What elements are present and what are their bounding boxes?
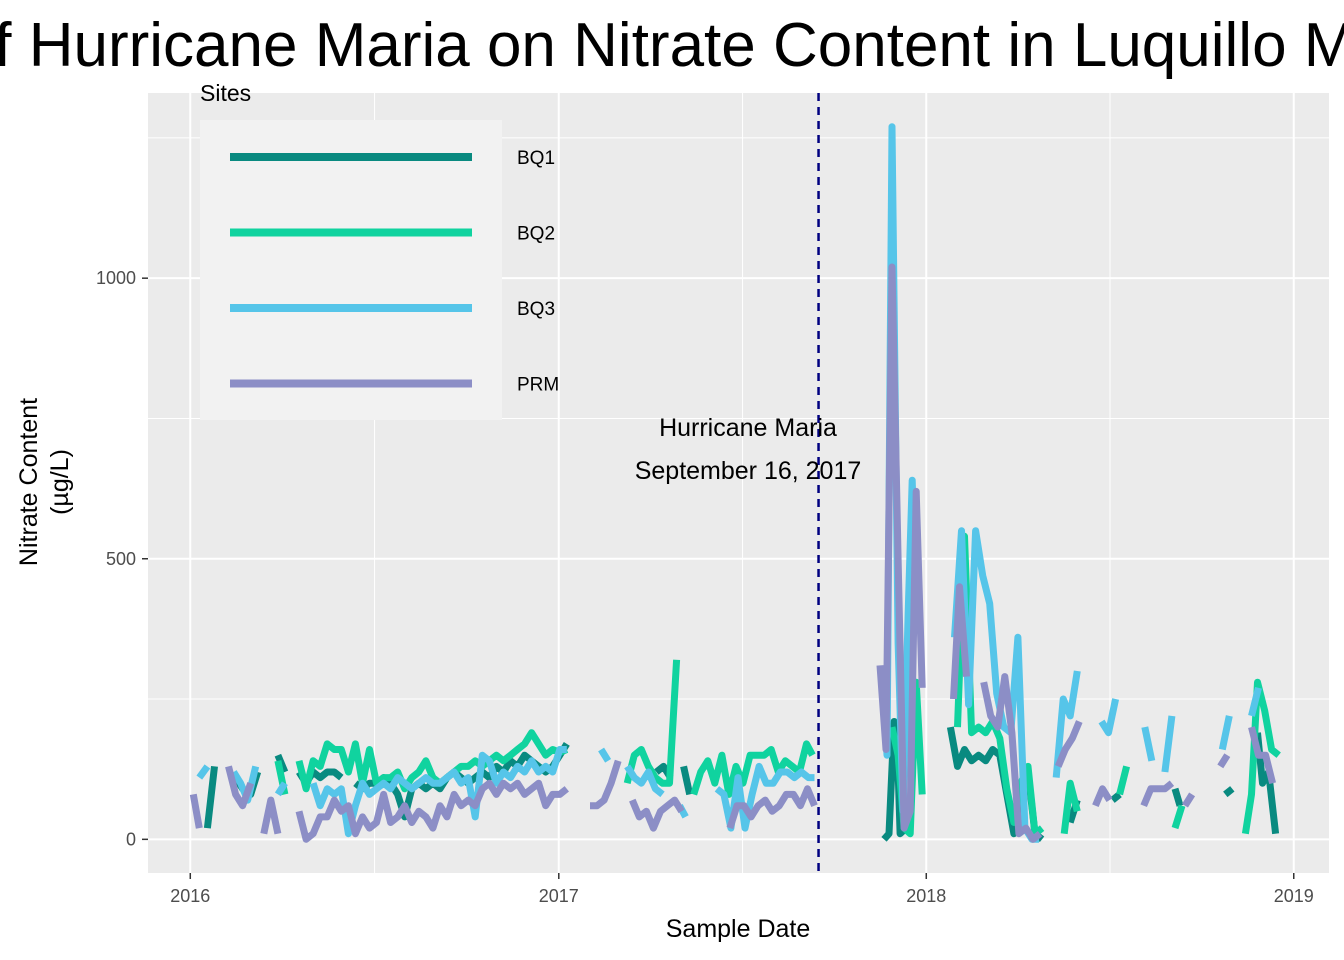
hurricane-annotation: Hurricane Maria September 16, 2017 bbox=[635, 93, 862, 873]
series-line-prm bbox=[189, 263, 1276, 843]
x-tick-label: 2017 bbox=[539, 886, 579, 906]
chart-title: Effects of Hurricane Maria on Nitrate Co… bbox=[0, 11, 1344, 80]
legend-label-bq3: BQ3 bbox=[517, 299, 555, 320]
axes: 2016 2017 2018 2019 0 500 1000 bbox=[96, 268, 1314, 906]
y-axis-title-line-1: Nitrate Content bbox=[15, 398, 43, 566]
y-tick-label: 1000 bbox=[96, 268, 136, 288]
legend-label-bq2: BQ2 bbox=[517, 224, 555, 245]
legend-label-prm: PRM bbox=[517, 375, 559, 396]
y-tick-label: 500 bbox=[106, 549, 136, 569]
y-tick-label: 0 bbox=[126, 829, 136, 849]
x-tick-label: 2016 bbox=[170, 886, 210, 906]
y-axis-title-line-2: (µg/L) bbox=[46, 449, 74, 515]
x-tick-label: 2019 bbox=[1274, 886, 1314, 906]
series-lines bbox=[189, 123, 1281, 843]
grid bbox=[148, 93, 1329, 873]
x-axis-title: Sample Date bbox=[666, 915, 811, 943]
axis-titles: Sample Date Nitrate Content (µg/L) bbox=[15, 398, 810, 943]
legend-title: Sites bbox=[200, 80, 251, 106]
x-tick-label: 2018 bbox=[906, 886, 946, 906]
annotation-line-1: Hurricane Maria bbox=[659, 414, 837, 442]
legend-box bbox=[200, 120, 502, 420]
legend-label-bq1: BQ1 bbox=[517, 148, 555, 169]
annotation-line-2: September 16, 2017 bbox=[635, 457, 862, 485]
legend: Sites BQ1 BQ2 BQ3 PRM bbox=[200, 80, 559, 420]
